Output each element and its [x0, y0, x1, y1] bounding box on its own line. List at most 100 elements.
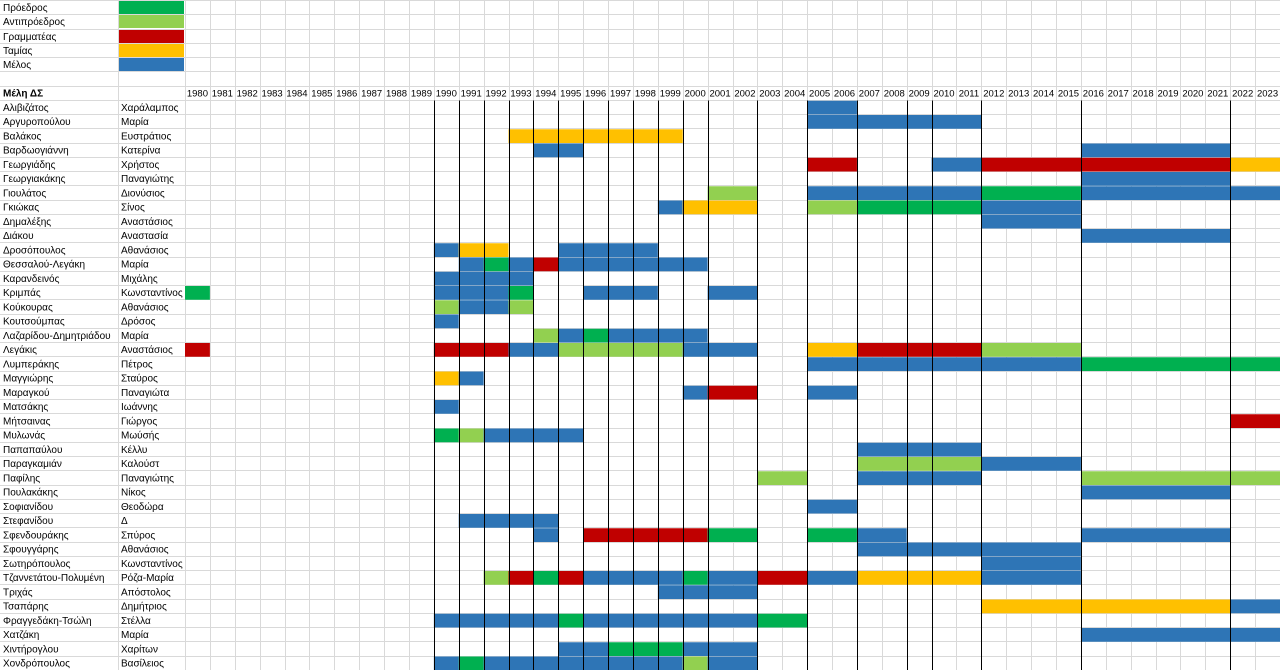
role-cell	[1080, 186, 1280, 200]
role-cell	[458, 656, 484, 670]
year-header: 1994	[535, 89, 556, 100]
role-cell	[608, 328, 708, 343]
role-cell	[856, 457, 982, 471]
year-header: 2016	[1083, 89, 1104, 100]
legend: Πρόεδρος Αντιπρόεδρος Γραμματέας Ταμίας Μέλο…	[3, 1, 184, 71]
year-header: 2017	[1108, 89, 1129, 100]
member-name: Χρήστος	[121, 159, 159, 171]
role-cell	[682, 656, 708, 670]
role-cell	[807, 385, 857, 400]
role-cell	[1080, 528, 1231, 542]
member-surname: Θεσσαλού-Λεγάκη	[3, 259, 85, 271]
member-surname: Πουλακάκης	[3, 487, 58, 499]
role-cell	[508, 300, 534, 314]
member-surname: Αλιβιζάτος	[3, 102, 49, 114]
year-header: 2010	[933, 89, 954, 100]
member-name: Απόστολος	[121, 586, 171, 598]
role-cell	[856, 200, 982, 215]
year-header: 1998	[635, 89, 656, 100]
role-cell	[981, 556, 1081, 571]
role-cell	[856, 528, 907, 542]
member-surname: Κουτσούμπας	[3, 316, 65, 328]
year-header: 1980	[187, 89, 208, 100]
role-cell	[583, 286, 658, 300]
member-surname: Κούκουρας	[3, 301, 53, 313]
member-name: Γιώργος	[121, 415, 157, 427]
role-cell	[707, 528, 758, 542]
role-cell	[458, 514, 559, 528]
year-header: 2001	[709, 89, 730, 100]
member-name: Αθανάσιος	[121, 301, 169, 313]
role-cell	[433, 243, 459, 257]
member-name: Θεοδώρα	[121, 501, 164, 513]
role-cell	[807, 357, 1081, 371]
legend-swatch	[119, 58, 184, 71]
year-header: 1989	[411, 89, 432, 100]
member-name: Βασίλειος	[121, 658, 164, 670]
member-name: Αναστάσιος	[121, 344, 173, 356]
member-name: Διονύσιος	[121, 187, 165, 199]
year-header: 2015	[1058, 89, 1079, 100]
member-name: Αναστάσιος	[121, 216, 173, 228]
member-surname: Λυμπεράκης	[3, 358, 59, 370]
member-surname: Λαζαρίδου-Δημητριάδου	[3, 330, 111, 342]
role-cell	[981, 571, 1081, 585]
member-name: Μωύσής	[121, 430, 159, 442]
member-surname: Σωτηρόπουλος	[3, 558, 71, 570]
legend-label: Πρόεδρος	[3, 2, 48, 14]
member-surname: Τριχάς	[3, 586, 33, 598]
member-surname: Βαρδωογιάννη	[3, 145, 69, 157]
role-cell	[1080, 172, 1231, 186]
year-header: 2004	[784, 89, 805, 100]
year-header: 2002	[734, 89, 755, 100]
year-header: 1990	[436, 89, 457, 100]
role-cell	[433, 343, 509, 357]
role-cell	[458, 300, 509, 314]
member-name: Μαρία	[121, 330, 149, 342]
role-cell	[508, 129, 683, 143]
year-header: 2000	[685, 89, 706, 100]
role-cell	[558, 571, 584, 585]
role-cell	[682, 343, 758, 357]
year-header: 2013	[1008, 89, 1029, 100]
year-header: 1981	[212, 89, 233, 100]
role-cell	[433, 613, 559, 628]
role-cell	[433, 656, 459, 670]
role-cell	[981, 186, 1081, 200]
role-cell	[533, 257, 559, 272]
legend-swatch	[119, 30, 184, 43]
year-header: 1999	[660, 89, 681, 100]
role-cell	[583, 571, 683, 585]
role-cell	[682, 571, 708, 585]
role-cell	[583, 613, 758, 628]
role-cell	[981, 157, 1231, 172]
member-surname: Βαλάκος	[3, 130, 42, 142]
role-cell	[931, 157, 982, 172]
role-cell	[981, 200, 1081, 215]
role-cell	[707, 385, 758, 400]
year-header: 1987	[361, 89, 382, 100]
role-cell	[807, 499, 857, 514]
year-header: 2008	[884, 89, 905, 100]
role-cell	[433, 400, 459, 414]
member-surname: Παραγκαμιάν	[3, 458, 62, 470]
year-header: 2009	[909, 89, 930, 100]
member-surname: Γιουλάτος	[3, 187, 46, 199]
year-header: 2021	[1207, 89, 1228, 100]
role-cell	[433, 371, 459, 386]
member-surname: Μήτσαινας	[3, 415, 51, 427]
member-surname: Σφουγγάρης	[3, 544, 59, 556]
role-cell	[807, 343, 857, 357]
role-cell	[433, 300, 459, 314]
member-name: Καλούστ	[121, 458, 159, 470]
member-surname: Αργυροπούλου	[3, 116, 71, 128]
year-header: 1984	[286, 89, 307, 100]
role-cell	[856, 471, 982, 485]
member-surname: Στεφανίδου	[3, 515, 53, 527]
role-cell	[707, 286, 758, 300]
term-boundary-lines	[434, 100, 1231, 670]
role-cell	[981, 599, 1231, 614]
year-header: 1997	[610, 89, 631, 100]
role-cell	[458, 428, 484, 443]
year-header: 1988	[386, 89, 407, 100]
